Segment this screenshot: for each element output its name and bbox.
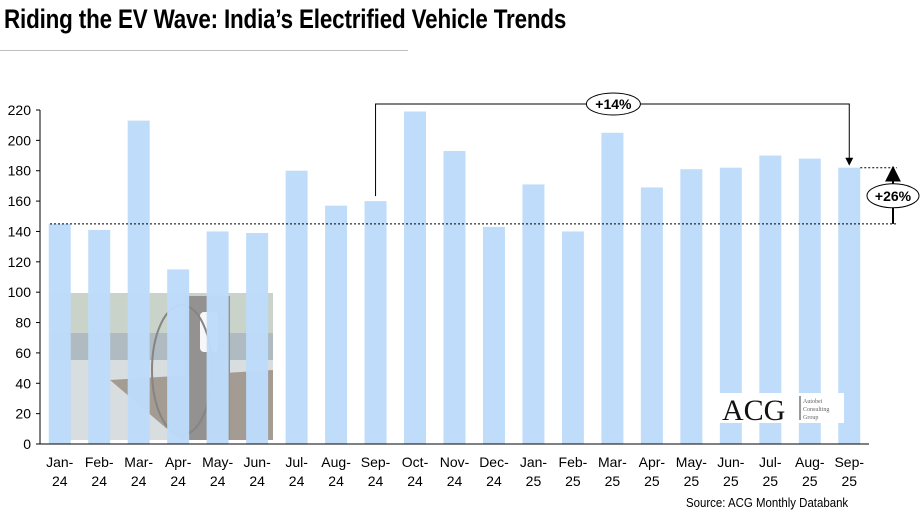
x-tick-label-year: 24 bbox=[249, 473, 265, 489]
bar-jun-25 bbox=[719, 167, 742, 444]
x-tick-label-year: 24 bbox=[210, 473, 226, 489]
x-tick-label-year: 24 bbox=[289, 473, 305, 489]
bar-aug-25 bbox=[798, 158, 821, 444]
x-tick-label-month: Feb- bbox=[85, 454, 114, 470]
x-tick-label-month: Apr- bbox=[165, 454, 192, 470]
x-tick-label-year: 24 bbox=[91, 473, 107, 489]
x-tick-label-month: Jun- bbox=[244, 454, 272, 470]
bar-apr-25 bbox=[640, 187, 663, 444]
y-tick-label: 140 bbox=[8, 223, 32, 239]
x-tick-label-month: Sep- bbox=[834, 454, 864, 470]
y-tick-label: 40 bbox=[15, 375, 31, 391]
bar-dec-24 bbox=[482, 226, 505, 444]
bar-sep-24 bbox=[364, 201, 387, 444]
y-tick-label: 120 bbox=[8, 254, 32, 270]
y-tick-label: 100 bbox=[8, 284, 32, 300]
x-tick-label-month: Jan- bbox=[520, 454, 548, 470]
x-tick-label-year: 25 bbox=[723, 473, 739, 489]
bar-feb-24 bbox=[88, 229, 111, 444]
growth-label-14: +14% bbox=[595, 96, 632, 112]
bar-mar-25 bbox=[601, 132, 624, 445]
x-tick-label-year: 25 bbox=[684, 473, 700, 489]
x-tick-label-month: Oct- bbox=[402, 454, 429, 470]
ev-charger-photo bbox=[51, 293, 273, 440]
growth-label-26: +26% bbox=[875, 188, 912, 204]
logo-subtext: Autobei bbox=[803, 399, 823, 405]
y-tick-label: 160 bbox=[8, 193, 32, 209]
x-tick-label-year: 24 bbox=[407, 473, 423, 489]
bar-aug-24 bbox=[325, 205, 348, 444]
bar-feb-25 bbox=[561, 231, 584, 444]
bar-jan-24 bbox=[48, 223, 71, 444]
x-tick-label-month: Aug- bbox=[795, 454, 825, 470]
y-tick-label: 220 bbox=[8, 102, 32, 118]
bar-jan-25 bbox=[522, 184, 545, 444]
bar-may-25 bbox=[680, 169, 703, 444]
x-tick-label-month: Jun- bbox=[717, 454, 745, 470]
x-tick-label-month: Nov- bbox=[440, 454, 470, 470]
x-tick-label-year: 24 bbox=[170, 473, 186, 489]
growth-label-ellipse bbox=[866, 183, 920, 209]
x-tick-label-month: Aug- bbox=[321, 454, 351, 470]
y-tick-label: 180 bbox=[8, 163, 32, 179]
x-tick-label-year: 25 bbox=[802, 473, 818, 489]
x-tick-label-month: Apr- bbox=[639, 454, 666, 470]
x-tick-label-month: Jul- bbox=[759, 454, 782, 470]
y-tick-label: 20 bbox=[15, 406, 31, 422]
bar-jul-24 bbox=[285, 170, 308, 444]
bar-mar-24 bbox=[127, 120, 150, 445]
y-tick-label: 60 bbox=[15, 345, 31, 361]
x-tick-label-year: 25 bbox=[644, 473, 660, 489]
y-tick-label: 0 bbox=[23, 436, 31, 452]
x-tick-label-year: 25 bbox=[526, 473, 542, 489]
x-tick-label-year: 25 bbox=[565, 473, 581, 489]
bar-sep-25 bbox=[838, 167, 861, 444]
x-tick-label-year: 24 bbox=[486, 473, 502, 489]
x-tick-label-year: 24 bbox=[52, 473, 68, 489]
logo-subtext: Group bbox=[803, 415, 818, 421]
x-tick-label-year: 24 bbox=[131, 473, 147, 489]
logo-subtext: Consulting bbox=[803, 407, 829, 413]
x-tick-label-month: Feb- bbox=[559, 454, 588, 470]
x-tick-label-month: Mar- bbox=[598, 454, 627, 470]
x-tick-label-year: 24 bbox=[368, 473, 384, 489]
bar-apr-24 bbox=[167, 269, 190, 444]
x-tick-label-month: Sep- bbox=[361, 454, 391, 470]
x-tick-label-month: Jan- bbox=[46, 454, 74, 470]
chart-title: Riding the EV Wave: India’s Electrified … bbox=[4, 4, 567, 34]
x-tick-label-month: Mar- bbox=[124, 454, 153, 470]
bar-may-24 bbox=[206, 231, 229, 444]
bar-nov-24 bbox=[443, 150, 466, 444]
logo-text: ACG bbox=[722, 394, 785, 427]
bar-oct-24 bbox=[404, 111, 427, 444]
x-tick-label-month: May- bbox=[202, 454, 233, 470]
y-tick-label: 80 bbox=[15, 315, 31, 331]
bar-jun-24 bbox=[246, 232, 269, 444]
x-tick-label-year: 25 bbox=[605, 473, 621, 489]
bar-jul-25 bbox=[759, 155, 782, 444]
source-note: Source: ACG Monthly Databank bbox=[686, 495, 849, 510]
x-tick-label-year: 24 bbox=[328, 473, 344, 489]
x-tick-label-month: Dec- bbox=[479, 454, 509, 470]
x-tick-label-month: Jul- bbox=[285, 454, 308, 470]
x-tick-label-year: 25 bbox=[841, 473, 857, 489]
acg-logo: ACG Autobei Consulting Group bbox=[719, 393, 844, 427]
x-tick-label-month: May- bbox=[676, 454, 707, 470]
title-divider bbox=[0, 50, 408, 51]
x-tick-label-year: 25 bbox=[763, 473, 779, 489]
growth-label-ellipse bbox=[585, 92, 641, 116]
x-tick-label-year: 24 bbox=[447, 473, 463, 489]
y-tick-label: 200 bbox=[8, 132, 32, 148]
